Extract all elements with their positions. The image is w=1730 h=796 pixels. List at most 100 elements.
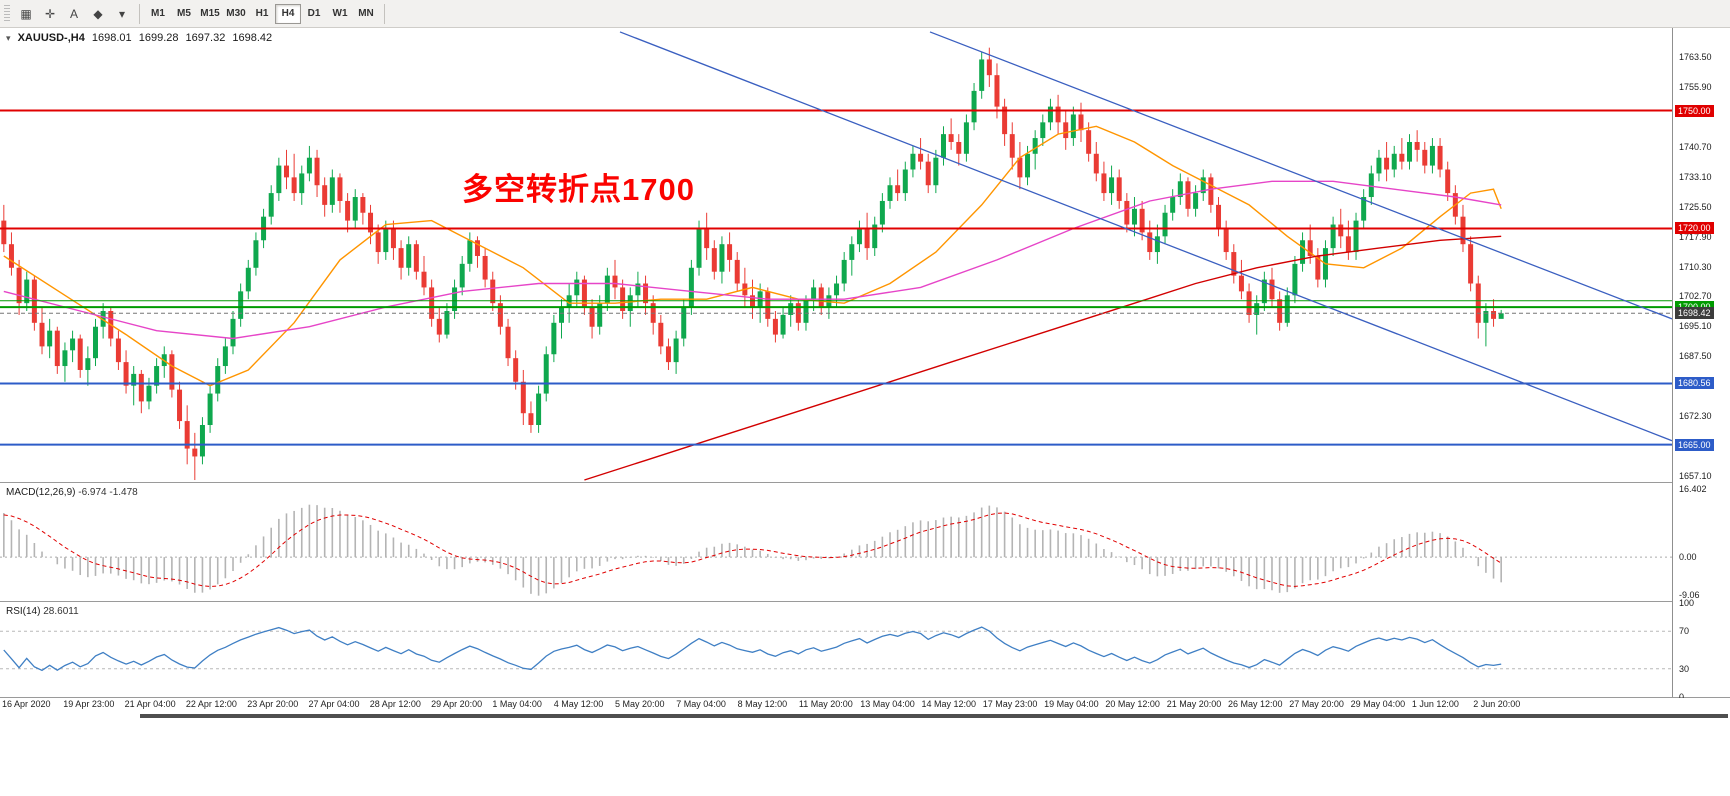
rsi-line (3, 626, 1502, 672)
ohlc-open: 1698.01 (91, 32, 132, 44)
timeframe-buttons-group: M1 M5 M15 M30 H1 H4 D1 W1 MN (145, 3, 379, 24)
toolbar-grip[interactable] (4, 4, 10, 23)
drawing-tools-group: ▦ ✛ A ◆ ▾ (14, 4, 134, 24)
rsi-scale-label: 70 (1679, 626, 1690, 637)
price-scale-label: 1657.10 (1679, 470, 1712, 481)
timeframe-button-w1[interactable]: W1 (327, 4, 353, 24)
ohlc-high: 1699.28 (138, 32, 179, 44)
price-scale-label: 1702.70 (1679, 291, 1712, 302)
chart-symbol-period: XAUUSD-,H4 (17, 32, 85, 44)
price-scale[interactable]: 1763.50 1755.90 1740.70 1733.10 1725.50 1717.… (1672, 28, 1730, 702)
time-axis-label: 21 May 20:00 (1166, 699, 1222, 709)
price-scale-label: 1733.10 (1679, 171, 1712, 182)
time-axis-label: 17 May 23:00 (982, 699, 1038, 709)
candlestick-series (1, 47, 1504, 481)
time-axis-label: 27 Apr 04:00 (308, 699, 360, 709)
time-axis-label: 2 Jun 20:00 (1473, 699, 1521, 709)
time-axis-label: 8 May 12:00 (737, 699, 788, 709)
timeframe-button-m5[interactable]: M5 (171, 4, 197, 24)
rsi-scale-label: 100 (1679, 598, 1695, 608)
horizontal-scrollbar[interactable] (0, 713, 1730, 719)
time-axis-label: 27 May 20:00 (1289, 699, 1344, 709)
price-scale-label: 1687.50 (1679, 351, 1712, 362)
time-axis[interactable]: 16 Apr 2020 19 Apr 23:00 21 Apr 04:00 22 Ap… (0, 698, 1730, 713)
price-scale-label: 1755.90 (1679, 82, 1712, 93)
time-axis-label: 5 May 20:00 (615, 699, 665, 709)
top-toolbar: ▦ ✛ A ◆ ▾ M1 M5 M15 M30 H1 H4 D1 W1 MN (0, 0, 1730, 28)
rsi-scale-label: 30 (1679, 663, 1690, 674)
toolbar-separator-1 (139, 3, 140, 24)
timeframe-button-mn[interactable]: MN (353, 4, 379, 24)
shapes-dropdown-icon[interactable]: ▾ (111, 4, 133, 24)
timeframe-button-h4[interactable]: H4 (275, 3, 301, 24)
macd-scale-label: -9.06 (1679, 589, 1700, 600)
price-tag-1665.00: 1665.00 (1675, 438, 1714, 451)
panel-separator-1[interactable] (0, 482, 1730, 485)
descending-trendline-2[interactable] (929, 31, 1672, 320)
timeframe-button-m1[interactable]: M1 (145, 4, 171, 24)
time-axis-label: 7 May 04:00 (676, 699, 726, 709)
price-scale-label: 1763.50 (1679, 52, 1712, 63)
crosshair-icon[interactable]: ✛ (39, 4, 61, 24)
timeframe-button-m30[interactable]: M30 (223, 4, 249, 24)
time-axis-label: 13 May 04:00 (860, 699, 915, 709)
main-chart-panel[interactable]: ▾ XAUUSD-,H4 1698.01 1699.28 1697.32 169… (0, 28, 1672, 482)
macd-scale-label: 0.00 (1679, 552, 1697, 563)
time-axis-label: 26 May 12:00 (1228, 699, 1283, 709)
chart-annotation-text[interactable]: 多空转折点1700 (462, 172, 695, 207)
price-scale-label: 1710.30 (1679, 261, 1712, 272)
descending-trendline-1[interactable] (619, 31, 1672, 442)
price-tag-1680.56: 1680.56 (1675, 377, 1714, 390)
time-axis-label: 28 Apr 12:00 (369, 699, 421, 709)
ma-fast-line[interactable] (3, 125, 1502, 387)
rsi-chart-canvas[interactable] (0, 603, 1672, 697)
ma-slow-line[interactable] (584, 235, 1502, 481)
time-axis-label: 29 May 04:00 (1350, 699, 1406, 709)
time-axis-label: 19 May 04:00 (1044, 699, 1099, 709)
time-axis-label: 21 Apr 04:00 (124, 699, 176, 709)
time-axis-label: 19 Apr 23:00 (63, 699, 115, 709)
time-axis-label: 20 May 12:00 (1105, 699, 1160, 709)
ma-mid-line[interactable] (3, 180, 1502, 340)
rsi-scale-label: 0 (1679, 692, 1685, 702)
timeframe-button-d1[interactable]: D1 (301, 4, 327, 24)
price-scale-label: 1717.90 (1679, 231, 1712, 242)
macd-signal-line (3, 512, 1502, 588)
price-tag-1720.00: 1720.00 (1675, 222, 1714, 235)
price-scale-label: 1740.70 (1679, 142, 1712, 153)
rsi-value: 28.6011 (43, 606, 79, 617)
rsi-label: RSI(14) 28.6011 (6, 606, 79, 617)
price-scale-label: 1725.50 (1679, 201, 1712, 212)
time-axis-label: 14 May 12:00 (921, 699, 977, 709)
toolbar-separator-2 (384, 3, 385, 24)
macd-label: MACD(12,26,9) -6.974 -1.478 (6, 487, 138, 498)
ohlc-close: 1698.42 (232, 32, 273, 44)
macd-chart-canvas[interactable] (0, 484, 1672, 601)
time-axis-label: 16 Apr 2020 (2, 699, 51, 709)
timeframe-button-m15[interactable]: M15 (197, 4, 223, 24)
ohlc-low: 1697.32 (185, 32, 226, 44)
rsi-indicator-panel[interactable]: RSI(14) 28.6011 (0, 603, 1672, 697)
price-scale-label: 1672.30 (1679, 410, 1712, 421)
macd-scale-label: 16.402 (1679, 483, 1707, 494)
candlestick-chart-canvas[interactable] (0, 28, 1672, 482)
macd-histogram (3, 504, 1502, 596)
scrollbar-thumb[interactable] (140, 714, 1728, 718)
chart-header: ▾ XAUUSD-,H4 1698.01 1699.28 1697.32 169… (6, 32, 276, 44)
text-tool-icon[interactable]: A (63, 4, 85, 24)
price-scale-label: 1695.10 (1679, 321, 1712, 332)
time-axis-label: 22 Apr 12:00 (185, 699, 237, 709)
time-axis-label: 29 Apr 20:00 (431, 699, 483, 709)
timeframe-button-h1[interactable]: H1 (249, 4, 275, 24)
charts-icon[interactable]: ▦ (15, 4, 37, 24)
price-tag-1750.00: 1750.00 (1675, 104, 1714, 117)
time-axis-label: 23 Apr 20:00 (247, 699, 299, 709)
macd-indicator-panel[interactable]: MACD(12,26,9) -6.974 -1.478 (0, 484, 1672, 601)
time-axis-label: 1 May 04:00 (492, 699, 542, 709)
shapes-tool-icon[interactable]: ◆ (87, 4, 109, 24)
panel-separator-2[interactable] (0, 601, 1730, 604)
price-tag-1698.42: 1698.42 (1675, 307, 1714, 320)
time-axis-label: 11 May 20:00 (798, 699, 853, 709)
one-click-trading-icon[interactable]: ▾ (6, 33, 11, 43)
